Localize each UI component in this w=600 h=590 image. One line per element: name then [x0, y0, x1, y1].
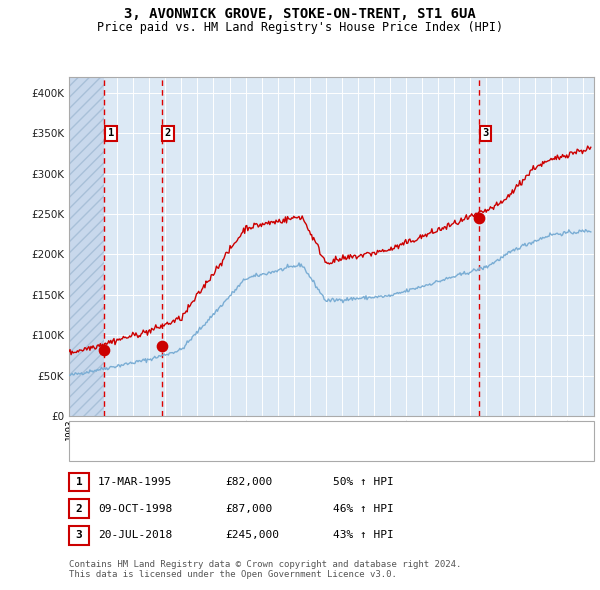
Text: 17-MAR-1995: 17-MAR-1995 — [98, 477, 172, 487]
Point — [475, 214, 484, 223]
Text: 2: 2 — [165, 128, 171, 138]
Text: 20-JUL-2018: 20-JUL-2018 — [98, 530, 172, 540]
Bar — [69, 77, 104, 416]
Text: 46% ↑ HPI: 46% ↑ HPI — [333, 504, 394, 513]
Text: Price paid vs. HM Land Registry's House Price Index (HPI): Price paid vs. HM Land Registry's House … — [97, 21, 503, 34]
Text: HPI: Average price, detached house, Stoke-on-Trent: HPI: Average price, detached house, Stok… — [106, 445, 400, 455]
Text: 3, AVONWICK GROVE, STOKE-ON-TRENT, ST1 6UA: 3, AVONWICK GROVE, STOKE-ON-TRENT, ST1 6… — [124, 7, 476, 21]
Text: Contains HM Land Registry data © Crown copyright and database right 2024.
This d: Contains HM Land Registry data © Crown c… — [69, 560, 461, 579]
Text: 43% ↑ HPI: 43% ↑ HPI — [333, 530, 394, 540]
Text: 3: 3 — [482, 128, 488, 138]
Text: 3: 3 — [76, 530, 82, 540]
Text: £82,000: £82,000 — [225, 477, 272, 487]
Text: 1: 1 — [76, 477, 82, 487]
Text: £245,000: £245,000 — [225, 530, 279, 540]
Text: 50% ↑ HPI: 50% ↑ HPI — [333, 477, 394, 487]
Text: 1: 1 — [107, 128, 114, 138]
Point — [100, 345, 109, 355]
Text: 09-OCT-1998: 09-OCT-1998 — [98, 504, 172, 513]
Point — [157, 341, 166, 350]
Text: £87,000: £87,000 — [225, 504, 272, 513]
Text: 2: 2 — [76, 504, 82, 513]
Text: 3, AVONWICK GROVE, STOKE-ON-TRENT, ST1 6UA (detached house): 3, AVONWICK GROVE, STOKE-ON-TRENT, ST1 6… — [106, 428, 453, 438]
